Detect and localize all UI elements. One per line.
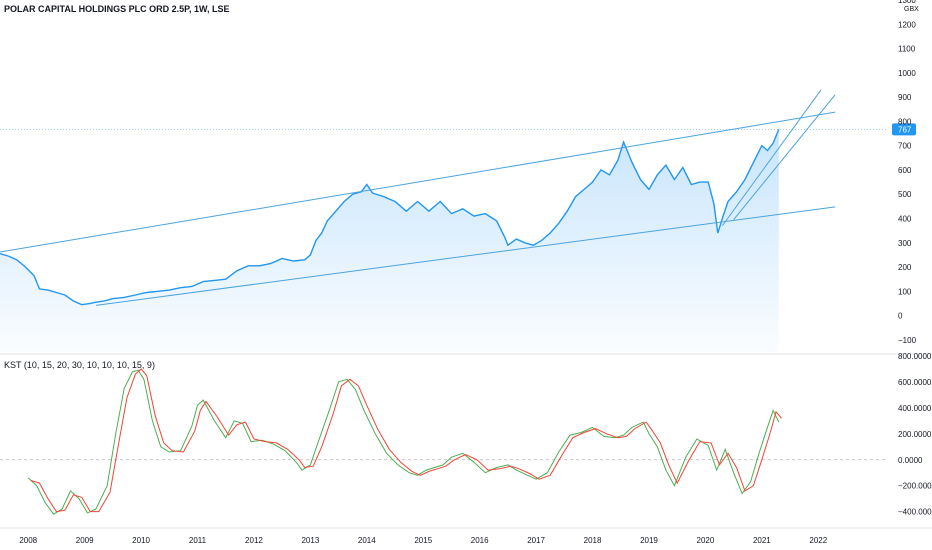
kst-tick-label: 800.0000 [898, 352, 932, 361]
time-tick-label: 2021 [753, 536, 771, 545]
price-tick-label: 500 [898, 190, 912, 199]
price-area-fill [0, 129, 779, 352]
kst-tick-label: 200.0000 [898, 430, 932, 439]
time-tick-label: 2018 [584, 536, 602, 545]
kst-pane [0, 353, 932, 515]
time-tick-label: 2020 [697, 536, 715, 545]
time-tick-label: 2012 [245, 536, 263, 545]
price-tick-label: 700 [898, 142, 912, 151]
price-tick-label: 300 [898, 239, 912, 248]
price-tick-label: 800 [898, 117, 912, 126]
trend-line-4 [733, 94, 836, 221]
time-tick-label: 2022 [809, 536, 827, 545]
last-price-tag-label: 767 [898, 125, 912, 134]
time-tick-label: 2008 [19, 536, 37, 545]
price-tick-label: 1000 [898, 69, 916, 78]
price-axis: 767 −100 0 100 200 300 400 500 600 700 800 900 1000 1… [892, 0, 919, 345]
kst-tick-label: 0.0000 [898, 456, 923, 465]
kst-tick-label: −200.0000 [898, 482, 932, 491]
price-tick-label: 1300 [898, 0, 916, 5]
kst-tick-label: 400.0000 [898, 404, 932, 413]
time-tick-label: 2015 [414, 536, 432, 545]
time-tick-label: 2010 [132, 536, 150, 545]
price-tick-label: 0 [898, 312, 903, 321]
price-tick-label: 600 [898, 166, 912, 175]
kst-indicator-label: KST (10, 15, 20, 30, 10, 10, 10, 15, 9) [4, 360, 155, 370]
kst-axis: −400.0000 −200.0000 0.0000 200.0000 400.0000… [898, 352, 932, 517]
price-tick-label: 1200 [898, 20, 916, 29]
price-tick-label: 1100 [898, 45, 916, 54]
trend-line-2 [95, 206, 836, 306]
last-price-tag-bg [892, 123, 916, 136]
time-tick-label: 2019 [640, 536, 658, 545]
time-tick-label: 2011 [189, 536, 207, 545]
time-axis: 2008 2009 2010 2011 2012 2013 2014 2015 2016 2017… [0, 527, 932, 545]
time-tick-label: 2017 [527, 536, 545, 545]
trend-line-1 [0, 111, 836, 253]
last-price-tag: 767 [892, 123, 916, 136]
price-tick-label: −100 [898, 336, 917, 345]
kst-tick-label: 600.0000 [898, 378, 932, 387]
trend-line-3 [721, 89, 822, 227]
chart-title: POLAR CAPITAL HOLDINGS PLC ORD 2.5P, 1W,… [4, 4, 230, 14]
price-tick-label: 100 [898, 287, 912, 296]
price-unit-label: GBX [904, 6, 919, 13]
time-tick-label: 2016 [471, 536, 489, 545]
price-pane [0, 89, 888, 352]
time-tick-label: 2014 [358, 536, 376, 545]
price-line [0, 129, 780, 306]
time-tick-label: 2013 [301, 536, 319, 545]
kst-tick-label: −400.0000 [898, 508, 932, 517]
price-tick-label: 200 [898, 263, 912, 272]
kst-line [27, 369, 780, 515]
price-tick-label: 900 [898, 93, 912, 102]
kst-signal-line [30, 368, 782, 513]
time-tick-label: 2009 [76, 536, 94, 545]
price-tick-label: 400 [898, 214, 912, 223]
